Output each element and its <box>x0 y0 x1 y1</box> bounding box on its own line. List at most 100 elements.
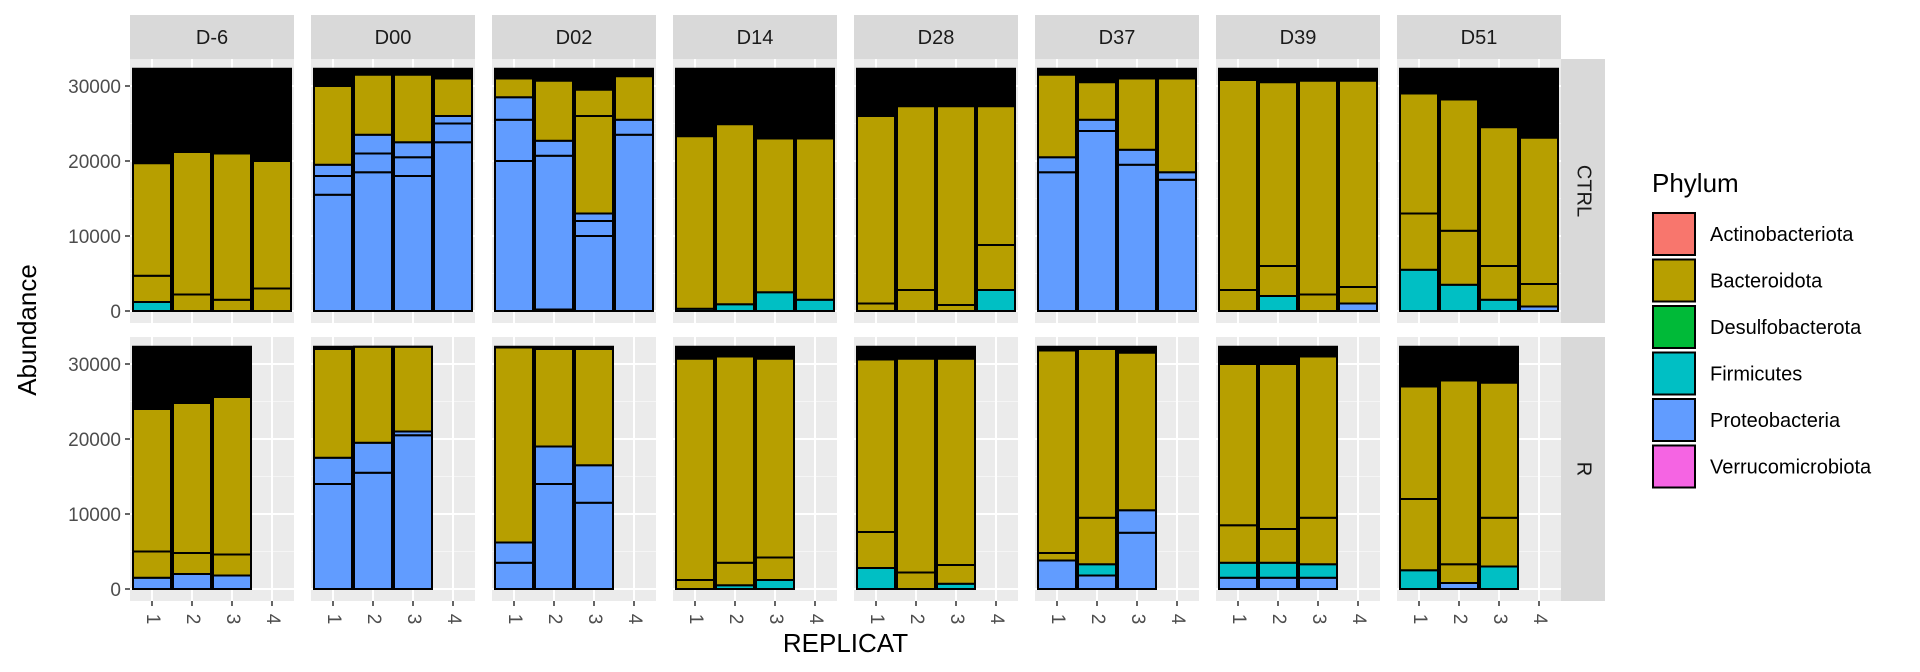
bar-outline <box>353 345 393 590</box>
bar-segment-other <box>1038 346 1076 351</box>
x-tick-label: 4 <box>262 614 283 625</box>
bar-segment-other <box>1480 68 1518 128</box>
bar-segment <box>1037 552 1077 562</box>
x-tick-label: 4 <box>986 614 1007 625</box>
legend-key <box>1652 212 1696 256</box>
bar-outline <box>212 67 252 312</box>
bar-outline <box>574 345 614 590</box>
bar-segment <box>353 345 393 444</box>
bar-segment <box>132 301 172 312</box>
bar-segment <box>1298 293 1338 312</box>
bar-segment <box>433 77 473 117</box>
bar-outline <box>675 67 715 312</box>
x-tick-label: 1 <box>866 614 887 625</box>
bar-segment-other <box>937 68 975 107</box>
bar-segment-other <box>1158 68 1196 79</box>
bar-outline <box>936 345 976 590</box>
column-strip <box>492 15 656 59</box>
bar-outline <box>1479 345 1519 590</box>
column-strip <box>673 15 837 59</box>
bar-segment-other <box>1038 68 1076 75</box>
bar-segment-other <box>1339 68 1377 81</box>
y-tick-label: 20000 <box>68 152 121 173</box>
x-tick-label: 1 <box>1228 614 1249 625</box>
bar-segment-other <box>434 68 472 79</box>
bar-segment <box>212 396 252 556</box>
bar-segment <box>1298 516 1338 566</box>
bar-segment-other <box>213 68 251 154</box>
bar-outline <box>755 67 795 312</box>
bar-segment <box>1258 81 1298 267</box>
bar-segment <box>1218 289 1258 312</box>
bar-segment <box>1157 178 1197 312</box>
bar-segment <box>1479 516 1519 568</box>
bar-outline <box>1157 67 1197 312</box>
bar-outline <box>313 345 353 590</box>
bar-segment <box>534 445 574 485</box>
bar-segment-other <box>354 68 392 75</box>
bar-segment <box>1399 569 1439 590</box>
bar-segment <box>1439 563 1479 584</box>
legend-title: Phylum <box>1652 168 1739 198</box>
x-tick-label: 4 <box>624 614 645 625</box>
bar-segment-other <box>1520 68 1558 138</box>
bar-segment <box>1519 136 1559 285</box>
bar-segment <box>795 298 835 312</box>
bar-segment <box>1218 561 1258 579</box>
bar-segment <box>534 79 574 142</box>
bar-segment-other <box>173 68 211 152</box>
bar-segment <box>755 556 795 581</box>
bar-outline <box>936 67 976 312</box>
bar-segment <box>1077 130 1117 312</box>
bar-outline <box>313 67 353 312</box>
bar-segment <box>313 175 353 196</box>
bar-segment <box>1117 531 1157 590</box>
bar-outline <box>715 67 755 312</box>
bar-segment-other <box>1259 68 1297 83</box>
bar-segment-other <box>213 346 251 397</box>
bar-outline <box>433 67 473 312</box>
x-tick-label: 4 <box>1348 614 1369 625</box>
bar-segment-other <box>857 68 895 116</box>
y-axis-title: Abundance <box>12 264 42 396</box>
bar-segment-other <box>535 68 573 81</box>
bar-outline <box>1077 67 1117 312</box>
legend-key <box>1652 305 1696 349</box>
bar-segment-other <box>575 346 613 349</box>
bar-segment <box>675 135 715 310</box>
x-tick-label: 3 <box>1308 614 1329 625</box>
bar-segment <box>393 141 433 159</box>
bar-outline <box>1519 67 1559 312</box>
bar-segment <box>132 274 172 303</box>
bar-outline <box>1258 67 1298 312</box>
column-strip-label: D-6 <box>196 27 228 49</box>
bar-segment-other <box>676 68 714 137</box>
bar-segment <box>1117 163 1157 312</box>
bar-outline <box>252 67 292 312</box>
column-strip-label: D14 <box>737 27 774 49</box>
bar-segment-other <box>1219 346 1257 364</box>
x-tick-label: 3 <box>765 614 786 625</box>
column-strip <box>1035 15 1199 59</box>
row-strip <box>1561 337 1605 601</box>
bar-segment-other <box>535 346 573 349</box>
bar-segment <box>353 152 393 174</box>
bar-segment <box>132 162 172 277</box>
y-tick-label: 0 <box>110 302 121 323</box>
bar-segment <box>755 579 795 590</box>
bar-outline <box>856 345 896 590</box>
bar-outline <box>715 345 755 590</box>
y-tick-label: 30000 <box>68 77 121 98</box>
bar-segment <box>534 154 574 311</box>
bar-segment-other <box>575 68 613 90</box>
bar-segment-other <box>1440 68 1478 100</box>
bar-outline <box>896 67 936 312</box>
bar-segment <box>976 244 1016 291</box>
x-tick-label: 4 <box>805 614 826 625</box>
bar-segment <box>494 541 534 564</box>
legend-label: Actinobacteriota <box>1710 224 1854 246</box>
bar-segment <box>574 212 614 222</box>
bar-segment <box>313 85 353 166</box>
bar-segment <box>534 139 574 157</box>
row-strip-label: R <box>1573 462 1595 476</box>
